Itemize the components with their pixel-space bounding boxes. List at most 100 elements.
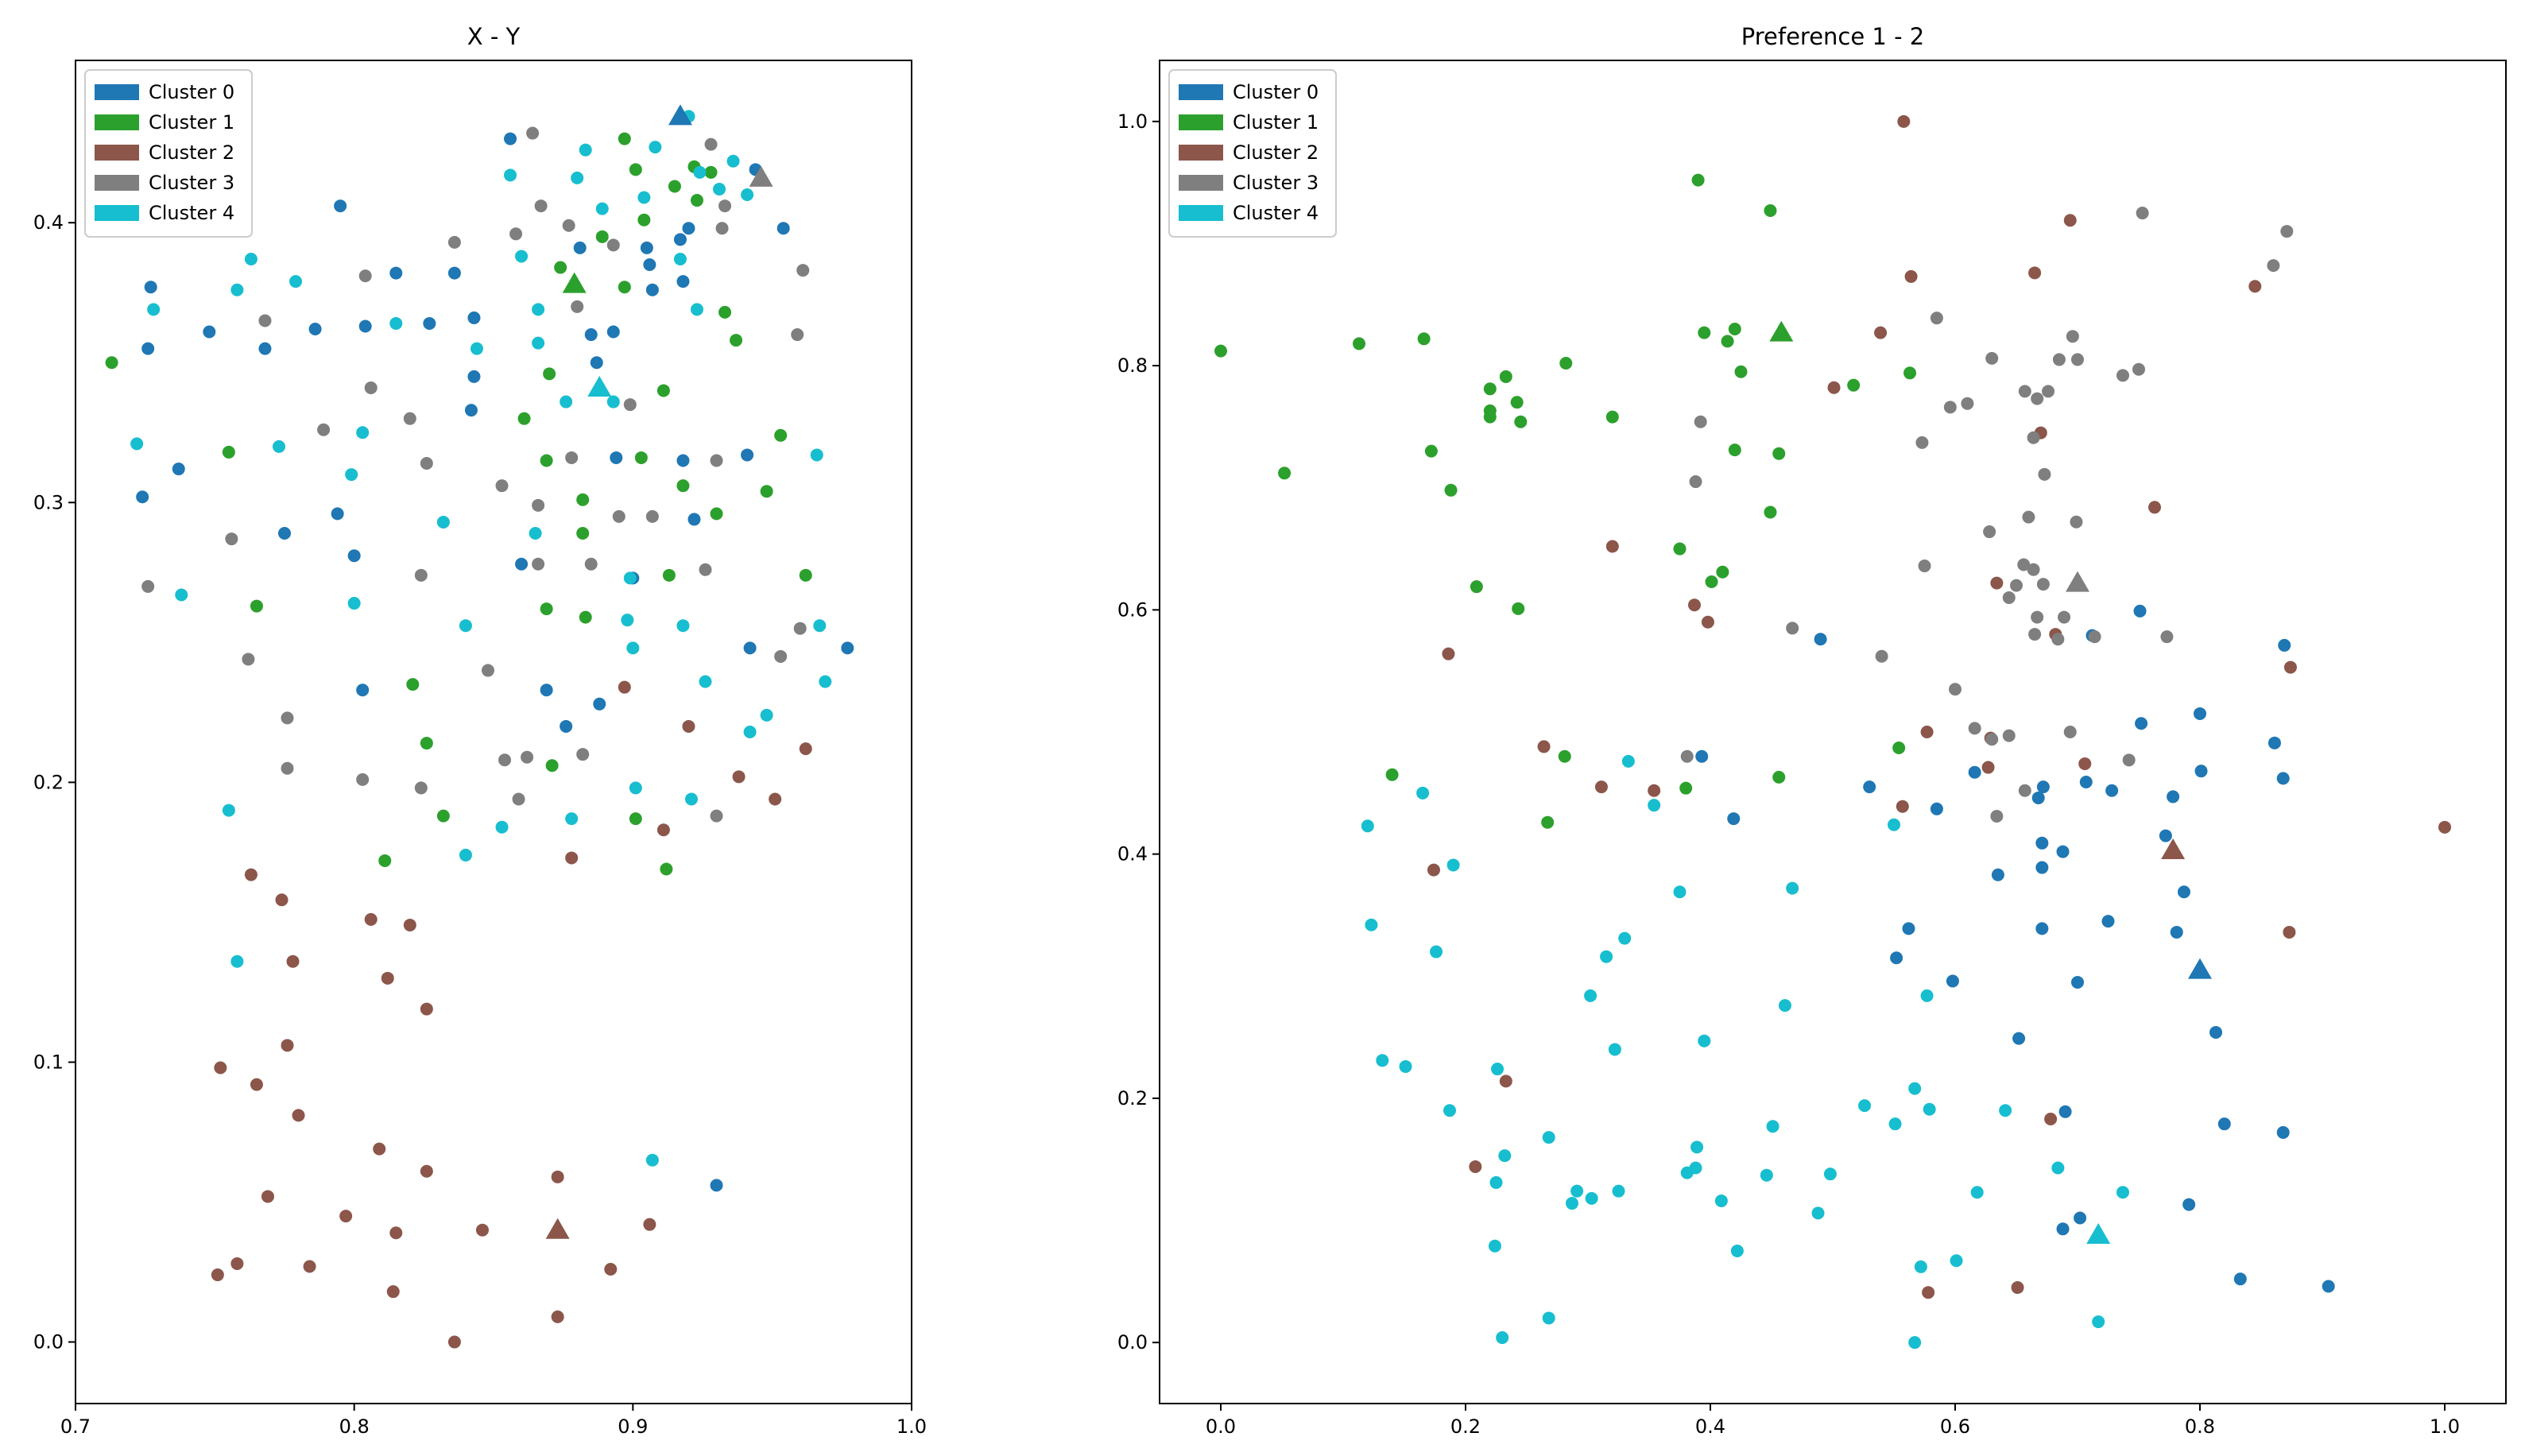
cluster-0-point xyxy=(710,1179,723,1192)
cluster-4-point xyxy=(693,165,707,179)
cluster-4-point xyxy=(504,168,517,182)
cluster-2-point xyxy=(292,1109,305,1122)
y-tick-label: 0.0 xyxy=(1117,1331,1148,1353)
legend-label: Cluster 3 xyxy=(149,172,234,194)
x-tick-label: 0.8 xyxy=(339,1415,370,1438)
cluster-4-point xyxy=(1488,1239,1501,1253)
scatter-marks xyxy=(1214,114,2451,1350)
cluster-0-point xyxy=(2105,784,2119,797)
cluster-0-point xyxy=(467,311,481,324)
cluster-2-point xyxy=(230,1257,244,1270)
cluster-1-point xyxy=(1214,344,1227,358)
cluster-4-point xyxy=(1823,1168,1837,1181)
cluster-0-point xyxy=(1863,780,1876,794)
legend-label: Cluster 3 xyxy=(1233,172,1319,194)
cluster-0-point xyxy=(676,454,690,467)
cluster-2-point xyxy=(475,1223,489,1237)
cluster-1-point xyxy=(105,356,118,370)
cluster-4-point xyxy=(1970,1186,1984,1199)
cluster-4-point xyxy=(629,781,642,795)
cluster-1-point xyxy=(1903,366,1917,380)
cluster-0-point xyxy=(423,316,436,330)
cluster-4-point xyxy=(470,342,483,355)
cluster-4-point xyxy=(1786,881,1799,895)
cluster-1-point xyxy=(1385,768,1399,781)
cluster-1-point xyxy=(760,485,773,498)
cluster-4-point xyxy=(1673,885,1687,899)
cluster-3-point xyxy=(1680,749,1694,763)
cluster-0-point xyxy=(606,325,620,339)
cluster-0-point xyxy=(278,527,291,540)
cluster-0-point xyxy=(358,319,372,333)
cluster-3-point xyxy=(414,781,428,795)
cluster-0-point xyxy=(2217,1117,2231,1131)
cluster-2-point xyxy=(551,1170,564,1183)
cluster-4-point xyxy=(623,571,637,585)
cluster-1-point xyxy=(540,454,553,467)
legend-box xyxy=(1168,69,1337,238)
cluster-2-point xyxy=(2438,820,2451,834)
cluster-2-point xyxy=(303,1260,316,1273)
cluster-2-point xyxy=(1922,1286,1935,1299)
cluster-3-point xyxy=(1985,351,1999,365)
cluster-1-centroid xyxy=(562,272,587,293)
cluster-4-point xyxy=(1760,1168,1773,1182)
cluster-2-point xyxy=(364,912,378,926)
cluster-3-point xyxy=(699,563,712,576)
y-tick-label: 0.8 xyxy=(1117,354,1148,377)
cluster-0-point xyxy=(640,241,653,254)
legend-label: Cluster 0 xyxy=(1233,81,1319,103)
cluster-2-point xyxy=(1648,784,1661,797)
cluster-4-point xyxy=(1999,1104,2012,1117)
x-tick-label: 0.4 xyxy=(1695,1415,1725,1438)
x-tick-label: 0.2 xyxy=(1450,1415,1481,1438)
cluster-2-point xyxy=(2283,660,2297,674)
cluster-4-point xyxy=(1584,989,1597,1002)
cluster-0-point xyxy=(676,275,690,288)
cluster-3-point xyxy=(2031,610,2044,624)
cluster-4-point xyxy=(459,848,472,862)
cluster-3-point xyxy=(225,532,238,546)
x-tick-label: 0.6 xyxy=(1940,1415,1970,1438)
cluster-4-point xyxy=(459,619,472,633)
cluster-0-point xyxy=(2012,1032,2026,1045)
cluster-4-point xyxy=(2051,1161,2065,1175)
y-tick-label: 0.1 xyxy=(33,1051,64,1073)
cluster-4-point xyxy=(222,804,235,817)
cluster-0-point xyxy=(2276,772,2290,785)
cluster-2-point xyxy=(1537,740,1551,753)
cluster-3-point xyxy=(2027,431,2040,444)
cluster-4-point xyxy=(389,316,403,330)
cluster-4-point xyxy=(1570,1184,1584,1198)
cluster-3-point xyxy=(584,557,598,571)
cluster-2-point xyxy=(1897,114,1911,128)
cluster-3-point xyxy=(2052,353,2066,366)
cluster-3-point xyxy=(2017,558,2031,571)
cluster-1-point xyxy=(676,479,690,493)
cluster-0-point xyxy=(610,451,623,464)
cluster-1-point xyxy=(1510,396,1524,409)
x-axis: 0.7 0.8 0.9 1.0 xyxy=(60,1404,927,1438)
cluster-2-point xyxy=(1499,1075,1512,1088)
cluster-3-point xyxy=(532,557,545,571)
cluster-0-point xyxy=(590,356,603,370)
cluster-1-point xyxy=(668,180,681,193)
legend-label: Cluster 4 xyxy=(149,202,234,224)
cluster-1-point xyxy=(1541,815,1555,829)
cluster-0-point xyxy=(2135,717,2148,730)
cluster-1-point xyxy=(540,602,553,616)
cluster-3-point xyxy=(258,314,272,327)
cluster-3-point xyxy=(1943,401,1957,414)
cluster-0-point xyxy=(1814,633,1827,646)
cluster-2-point xyxy=(1827,381,1841,394)
cluster-1-point xyxy=(1559,357,1573,370)
cluster-3-point xyxy=(2132,362,2145,376)
y-tick-label: 0.6 xyxy=(1117,598,1148,621)
cluster-0-point xyxy=(1991,868,2004,881)
cluster-1-point xyxy=(1728,323,1741,335)
cluster-3-point xyxy=(2122,753,2136,767)
cluster-0-point xyxy=(2133,604,2147,618)
cluster-3-point xyxy=(606,238,620,252)
legend-label: Cluster 2 xyxy=(149,141,234,164)
